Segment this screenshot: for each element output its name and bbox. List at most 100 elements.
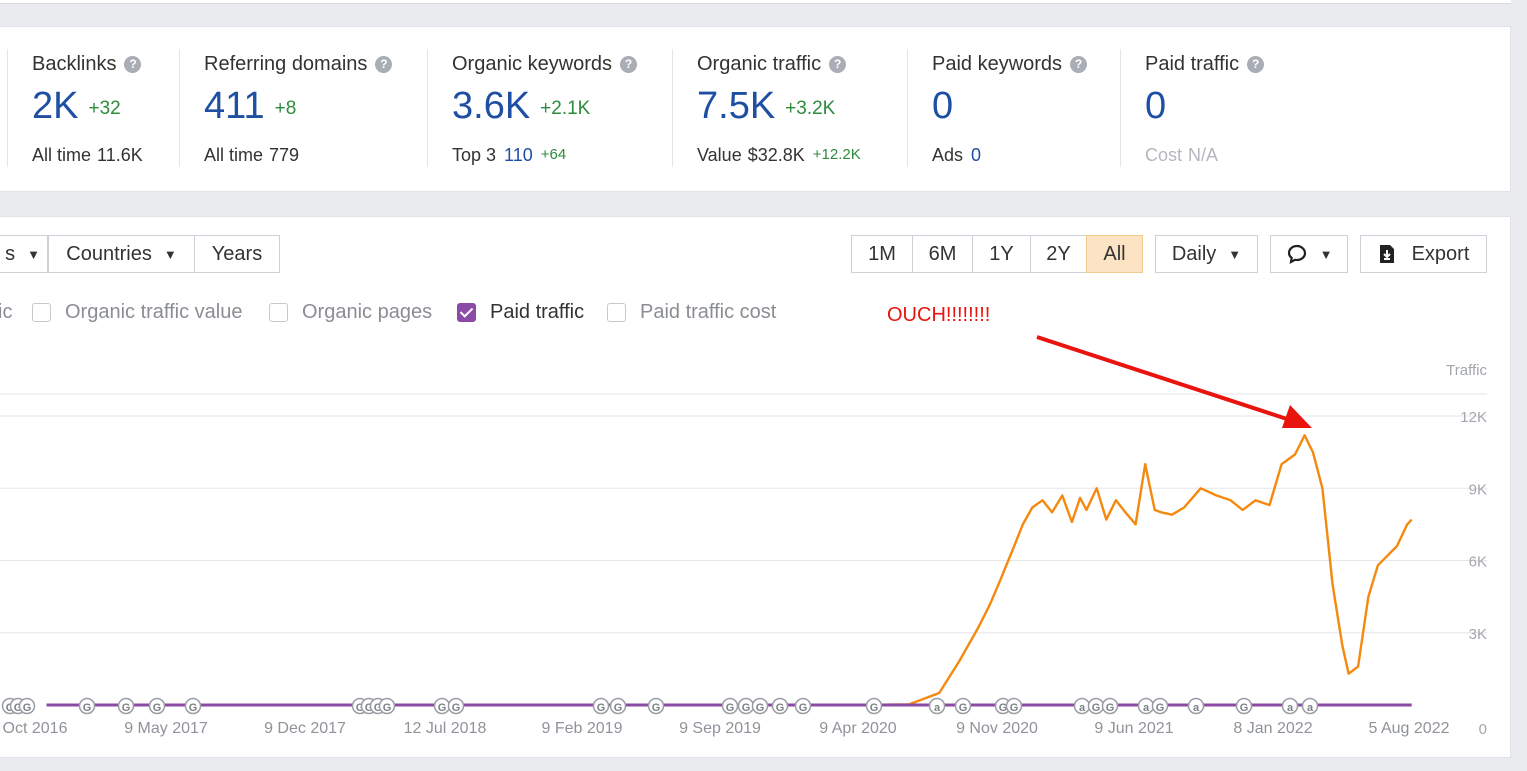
checkbox-organic-traffic[interactable]: ic xyxy=(0,301,13,323)
countries-dropdown[interactable]: Countries ▼ xyxy=(48,235,195,273)
event-marker-label: G xyxy=(23,702,32,714)
interval-dropdown[interactable]: Daily ▼ xyxy=(1155,235,1258,273)
event-marker-label: G xyxy=(1092,702,1101,714)
top-card-edge xyxy=(0,0,1511,4)
event-marker-label: G xyxy=(870,702,879,714)
x-tick-label: 5 Aug 2022 xyxy=(1369,720,1450,737)
event-marker-icon xyxy=(447,697,465,715)
range-all-button[interactable]: All xyxy=(1086,235,1143,273)
x-tick-label: 9 Sep 2019 xyxy=(679,720,761,737)
event-marker-label: G xyxy=(153,702,162,714)
event-marker-label: G xyxy=(365,702,374,714)
y-tick-label: 6K xyxy=(1469,554,1487,571)
event-marker-icon xyxy=(865,697,883,715)
checkbox-paid-traffic[interactable]: Paid traffic xyxy=(457,301,584,324)
metrics-card: Backlinks? 2K +32 All time 11.6K Referring… xyxy=(0,26,1511,192)
organic-traffic-line xyxy=(46,434,1413,707)
event-marker-label: G xyxy=(776,702,785,714)
event-marker-label: G xyxy=(438,702,447,714)
annotations-dropdown[interactable]: ▼ xyxy=(1270,235,1348,273)
metric-value-organic-traffic[interactable]: 7.5K +3.2K xyxy=(697,85,836,127)
y-tick-label: 9K xyxy=(1469,481,1487,498)
metric-value-referring-domains[interactable]: 411 +8 xyxy=(204,85,297,127)
metric-value-organic-keywords[interactable]: 3.6K +2.1K xyxy=(452,85,591,127)
event-marker-label: G xyxy=(652,702,661,714)
metric-dropdown[interactable]: s ▼ xyxy=(0,235,48,273)
caret-down-icon: ▼ xyxy=(163,246,177,262)
event-marker-icon xyxy=(148,697,166,715)
metric-sub-organic-keywords: Top 3 110 +64 xyxy=(452,145,567,165)
event-marker-label: a xyxy=(1079,702,1086,714)
event-marker-label: a xyxy=(1143,702,1150,714)
metric-separator xyxy=(7,49,8,167)
range-1m-button[interactable]: 1M xyxy=(851,235,913,273)
checkbox-box[interactable] xyxy=(269,303,288,322)
checkbox-box-checked[interactable] xyxy=(457,303,476,322)
event-marker-label: G xyxy=(999,702,1008,714)
event-marker-label: G xyxy=(742,702,751,714)
checkbox-organic-traffic-value[interactable]: Organic traffic value xyxy=(32,301,243,324)
x-tick-label: 9 Nov 2020 xyxy=(956,720,1038,737)
metric-value-paid-traffic[interactable]: 0 xyxy=(1145,85,1167,127)
event-marker-icon xyxy=(1301,697,1319,715)
event-marker-icon xyxy=(378,697,396,715)
event-marker-label: G xyxy=(452,702,461,714)
x-tick-label: 9 Dec 2017 xyxy=(264,720,346,737)
event-marker-label: G xyxy=(1106,702,1115,714)
event-marker-icon xyxy=(1151,697,1169,715)
event-marker-label: G xyxy=(122,702,131,714)
metric-label-paid-keywords: Paid keywords? xyxy=(932,53,1088,76)
event-marker-icon xyxy=(794,697,812,715)
annotation-text: OUCH!!!!!!!! xyxy=(887,304,991,326)
range-2y-button[interactable]: 2Y xyxy=(1030,235,1087,273)
x-tick-label: 8 Jan 2022 xyxy=(1233,720,1312,737)
checkbox-organic-pages[interactable]: Organic pages xyxy=(269,301,432,324)
comment-icon xyxy=(1287,244,1306,265)
metric-delta: +2.1K xyxy=(540,98,591,119)
y-tick-label: 12K xyxy=(1460,409,1487,426)
help-icon[interactable]: ? xyxy=(124,56,142,73)
checkbox-paid-traffic-cost[interactable]: Paid traffic cost xyxy=(607,301,776,324)
x-tick-label: 9 Feb 2019 xyxy=(542,720,623,737)
event-marker-icon xyxy=(771,697,789,715)
metric-separator xyxy=(672,49,673,167)
y-tick-label: 0 xyxy=(1479,721,1487,738)
help-icon[interactable]: ? xyxy=(375,56,393,73)
help-icon[interactable]: ? xyxy=(620,56,638,73)
event-marker-label: G xyxy=(726,702,735,714)
metric-value-paid-keywords[interactable]: 0 xyxy=(932,85,954,127)
event-marker-icon xyxy=(184,697,202,715)
event-marker-icon xyxy=(592,697,610,715)
help-icon[interactable]: ? xyxy=(1070,56,1088,73)
event-marker-label: a xyxy=(1287,702,1294,714)
event-marker-label: G xyxy=(356,702,365,714)
x-tick-label: 9 May 2017 xyxy=(124,720,208,737)
metric-label-organic-keywords: Organic keywords? xyxy=(452,53,638,76)
x-tick-label: 12 Jul 2018 xyxy=(404,720,487,737)
metric-delta: +3.2K xyxy=(785,98,836,119)
help-icon[interactable]: ? xyxy=(829,56,847,73)
event-marker-label: G xyxy=(374,702,383,714)
metric-delta: +32 xyxy=(88,98,121,119)
event-marker-icon xyxy=(928,697,946,715)
checkbox-box[interactable] xyxy=(32,303,51,322)
metric-value-backlinks[interactable]: 2K +32 xyxy=(32,85,121,127)
metric-delta: +8 xyxy=(274,98,297,119)
export-button[interactable]: Export xyxy=(1360,235,1487,273)
event-marker-icon xyxy=(609,697,627,715)
chart-card xyxy=(0,216,1511,758)
checkbox-box[interactable] xyxy=(607,303,626,322)
caret-down-icon: ▼ xyxy=(27,246,40,262)
range-6m-button[interactable]: 6M xyxy=(912,235,973,273)
metric-label-organic-traffic: Organic traffic? xyxy=(697,53,847,76)
event-marker-label: a xyxy=(934,702,941,714)
event-marker-icon xyxy=(1187,697,1205,715)
help-icon[interactable]: ? xyxy=(1247,56,1265,73)
years-button[interactable]: Years xyxy=(194,235,280,273)
y-tick-label: 3K xyxy=(1469,626,1487,643)
event-marker-icon xyxy=(751,697,769,715)
y-axis-label: Traffic xyxy=(1446,362,1487,379)
metric-sub-referring-domains: All time 779 xyxy=(204,145,300,165)
metric-separator xyxy=(427,49,428,167)
event-marker-label: a xyxy=(1307,702,1314,714)
